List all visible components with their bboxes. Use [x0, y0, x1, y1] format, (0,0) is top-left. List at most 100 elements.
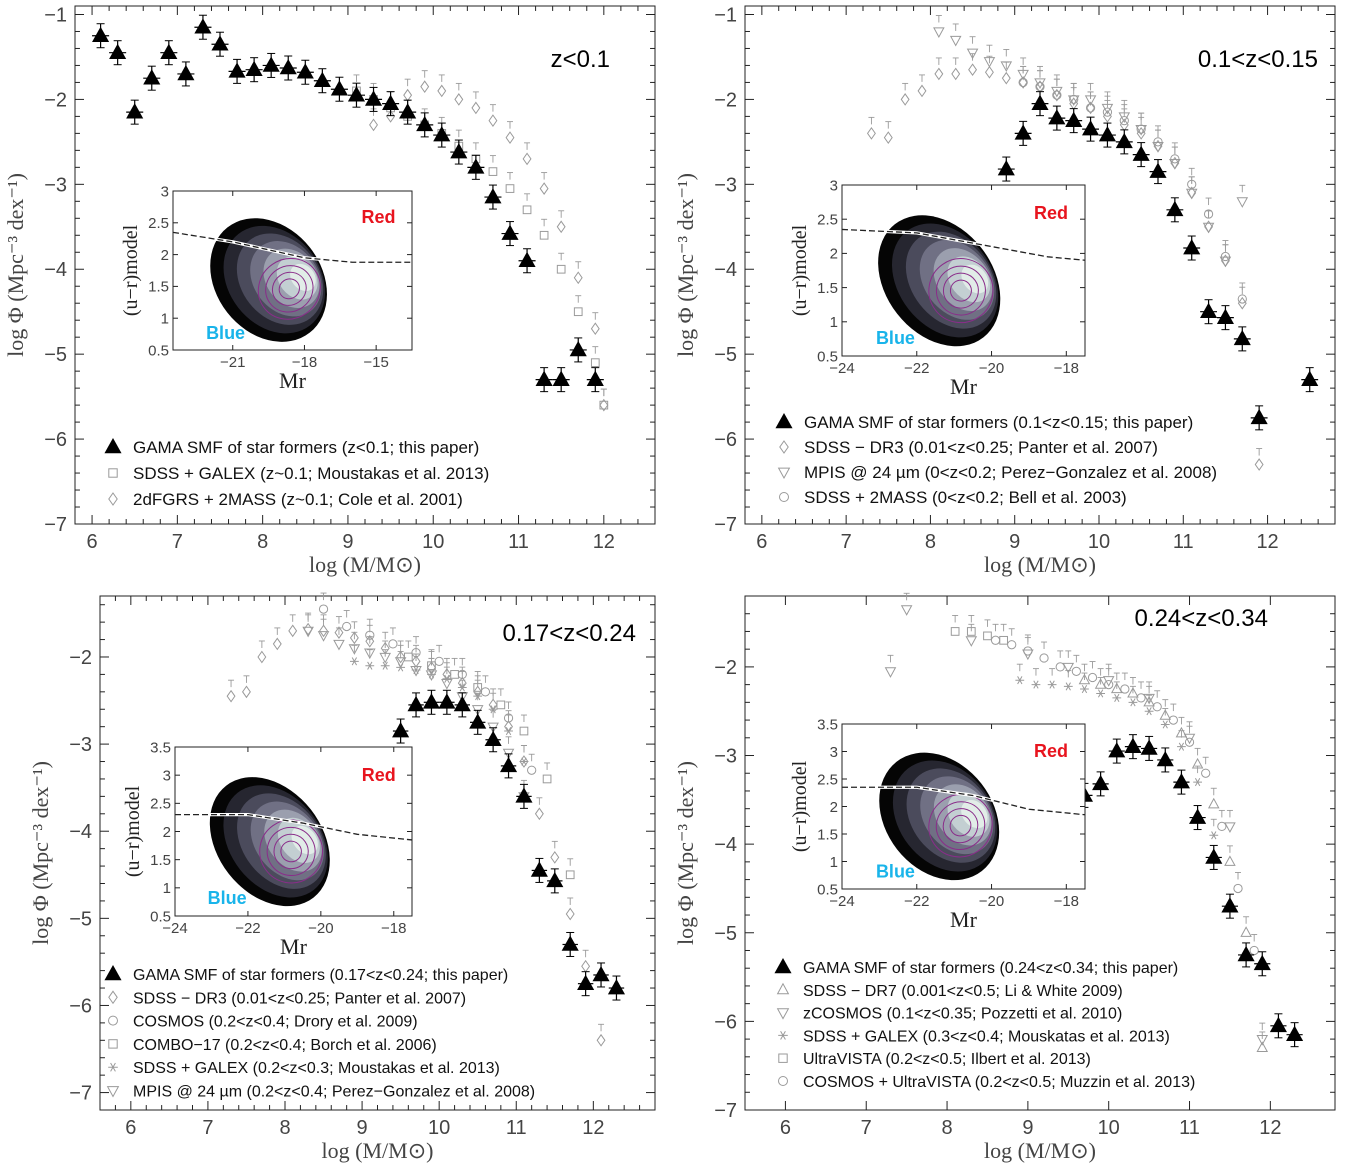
- data-point: [983, 631, 992, 641]
- x-tick-label: 7: [861, 1117, 872, 1139]
- legend-entry: SDSS − DR7 (0.001<z<0.5; Li & White 2009…: [803, 983, 1123, 1000]
- gama-point: [1237, 945, 1255, 962]
- legend-marker: [108, 990, 118, 1005]
- legend-marker: [779, 492, 789, 502]
- data-point: [539, 230, 549, 240]
- gama-point: [515, 787, 533, 803]
- series-4: [1018, 65, 1247, 304]
- data-point: [1237, 296, 1247, 310]
- data-point: [1220, 251, 1231, 262]
- gama-point: [1014, 124, 1032, 140]
- legend-entry: GAMA SMF of star formers (0.24<z<0.34; t…: [803, 960, 1178, 977]
- data-point: [226, 689, 236, 703]
- gama-point: [392, 722, 410, 738]
- x-tick-label: 8: [279, 1117, 290, 1139]
- data-point: [1168, 715, 1178, 725]
- y-tick-label: 2.5: [150, 796, 171, 813]
- data-point: [951, 67, 961, 81]
- red-label: Red: [362, 765, 396, 785]
- legend-entry: COSMOS (0.2<z<0.4; Drory et al. 2009): [133, 1014, 418, 1031]
- legend: GAMA SMF of star formers (0.1<z<0.15; th…: [775, 413, 1217, 507]
- data-point: [1136, 693, 1146, 703]
- y-tick-label: 0.5: [150, 908, 171, 925]
- contour-line: [942, 808, 979, 844]
- contour-line: [266, 826, 316, 877]
- y-axis-label: log Φ (Mpc⁻³ dex⁻¹): [673, 761, 698, 945]
- data-point: [386, 110, 396, 123]
- data-point: [420, 80, 430, 94]
- y-tick-label: −1: [44, 4, 67, 26]
- contour-line: [273, 833, 309, 870]
- data-point: [1203, 209, 1214, 219]
- legend-marker: [777, 467, 791, 480]
- legend-entry: zCOSMOS (0.1<z<0.35; Pozzetti et al. 201…: [803, 1006, 1122, 1023]
- x-tick-label: 7: [841, 531, 852, 553]
- red-blue-divider: [172, 231, 412, 263]
- data-point: [581, 959, 591, 973]
- x-tick-label: −22: [904, 360, 929, 377]
- data-point: [1224, 855, 1236, 866]
- data-point: [457, 676, 467, 690]
- plot-frame: [744, 595, 1336, 1111]
- data-point: [519, 757, 529, 766]
- inset-frame: [841, 184, 1086, 357]
- gama-point: [453, 695, 471, 712]
- x-axis-label: log (M/M⊙): [322, 1138, 434, 1163]
- legend-entry: SDSS − DR3 (0.01<z<0.25; Panter et al. 2…: [133, 990, 466, 1007]
- gama-point: [1031, 94, 1049, 110]
- data-point: [1202, 222, 1215, 234]
- contour-line: [949, 814, 972, 837]
- y-tick-label: −6: [69, 995, 92, 1017]
- data-point: [1087, 672, 1098, 683]
- inset-x-label: Mr: [280, 934, 308, 959]
- data-point: [965, 636, 978, 647]
- data-point: [1080, 684, 1089, 694]
- gama-point: [1233, 329, 1251, 346]
- y-tick-label: 1.5: [148, 279, 169, 296]
- data-point: [410, 665, 422, 677]
- data-point: [505, 184, 515, 193]
- data-point: [1071, 666, 1081, 676]
- data-point: [480, 687, 491, 697]
- legend-entry: SDSS − DR3 (0.01<z<0.25; Panter et al. 2…: [804, 438, 1158, 457]
- gama-point: [592, 965, 610, 982]
- data-point: [1169, 159, 1181, 170]
- gama-point: [546, 871, 564, 888]
- red-label: Red: [1034, 741, 1068, 761]
- y-tick-label: 3: [161, 183, 169, 200]
- gama-point: [1301, 370, 1319, 386]
- gama-point: [245, 60, 263, 76]
- x-tick-label: −20: [979, 893, 1004, 910]
- data-point: [968, 63, 978, 77]
- data-point: [1128, 698, 1138, 707]
- data-point: [519, 726, 529, 736]
- contour-line: [935, 265, 986, 316]
- gama-point: [467, 158, 485, 174]
- data-point: [590, 322, 600, 336]
- data-point: [442, 674, 452, 683]
- gama-point: [535, 370, 553, 386]
- series-6: [990, 623, 1259, 956]
- inset-density: [878, 215, 1001, 347]
- y-tick-label: −2: [714, 657, 737, 679]
- data-point: [1039, 653, 1049, 663]
- series-4: [1015, 663, 1219, 840]
- data-point: [883, 131, 893, 144]
- gama-point: [484, 730, 502, 747]
- data-point: [348, 644, 361, 655]
- data-point: [933, 27, 945, 39]
- x-tick-label: 10: [1088, 531, 1110, 553]
- data-point: [488, 705, 498, 714]
- data-point: [1007, 640, 1017, 650]
- legend-entry: COMBO−17 (0.2<z<0.4; Borch et al. 2006): [133, 1037, 437, 1054]
- x-tick-label: −21: [220, 354, 245, 371]
- data-point: [1224, 822, 1236, 833]
- gama-point: [561, 935, 579, 951]
- gama-point: [296, 63, 314, 79]
- data-point: [1170, 154, 1180, 164]
- gama-point: [450, 143, 468, 159]
- data-point: [1256, 1035, 1269, 1046]
- data-point: [1035, 82, 1045, 92]
- data-point: [334, 626, 344, 639]
